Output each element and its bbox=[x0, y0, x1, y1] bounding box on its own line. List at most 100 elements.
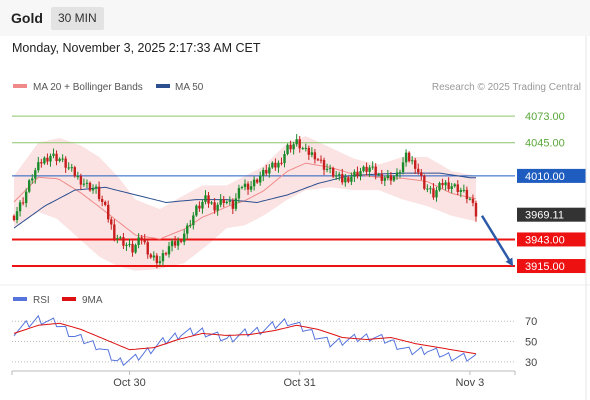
price-label: 4010.00 bbox=[525, 171, 565, 183]
candle-body bbox=[353, 171, 356, 177]
candle-body bbox=[356, 171, 359, 177]
candle-body bbox=[414, 160, 417, 169]
legend-swatch-9ma bbox=[62, 297, 76, 301]
x-tick-label: Nov 3 bbox=[456, 377, 485, 389]
legend-swatch-rsi bbox=[13, 297, 27, 301]
candle-body bbox=[368, 167, 371, 172]
price-tag-bg bbox=[517, 259, 586, 274]
candle-body bbox=[286, 144, 289, 154]
candle-body bbox=[18, 202, 22, 212]
candle-body bbox=[407, 152, 411, 162]
candle-body bbox=[268, 167, 271, 174]
candle-body bbox=[34, 170, 37, 179]
timeframe-badge[interactable]: 30 MIN bbox=[51, 7, 104, 30]
candle-body bbox=[228, 200, 232, 202]
main-plot: 4073.00 4045.00 4010.00 3969.11 3943.00 3915.… bbox=[12, 111, 586, 274]
candle-body bbox=[15, 211, 19, 221]
candle-body bbox=[79, 176, 83, 185]
candle-body bbox=[201, 201, 204, 209]
candle-body bbox=[125, 244, 128, 246]
rsi-tick-label: 50 bbox=[525, 337, 537, 349]
candle-body bbox=[12, 215, 16, 221]
candle-body bbox=[61, 158, 64, 160]
price-tag-bg bbox=[517, 232, 586, 247]
candle-body bbox=[243, 183, 247, 188]
candle-body bbox=[73, 167, 76, 177]
candle-body bbox=[88, 182, 92, 191]
candle-body bbox=[420, 172, 423, 176]
candle-body bbox=[107, 204, 110, 220]
candle-body bbox=[164, 253, 168, 255]
candle-body bbox=[137, 237, 140, 245]
candle-body bbox=[465, 189, 469, 200]
price-label: 4073.00 bbox=[525, 111, 565, 123]
candle-body bbox=[283, 153, 286, 164]
price-label: 4045.00 bbox=[525, 138, 565, 150]
candle-body bbox=[49, 155, 52, 162]
candle-body bbox=[161, 253, 165, 262]
candle-body bbox=[307, 147, 311, 155]
candle-body bbox=[295, 139, 298, 145]
price-label: 3943.00 bbox=[525, 234, 565, 246]
candle-body bbox=[262, 169, 265, 176]
candle-body bbox=[52, 153, 55, 156]
candle-body bbox=[319, 159, 323, 161]
candle-body bbox=[338, 174, 341, 176]
candle-body bbox=[134, 244, 137, 253]
candle-body bbox=[149, 254, 152, 258]
candle-body bbox=[341, 174, 344, 183]
candle-body bbox=[186, 225, 189, 234]
candle-body bbox=[119, 237, 122, 239]
candle-body bbox=[167, 246, 171, 255]
instrument-title: Gold bbox=[11, 10, 43, 26]
candle-body bbox=[103, 201, 107, 205]
candle-body bbox=[179, 240, 183, 242]
candle-body bbox=[122, 237, 125, 246]
candle-body bbox=[362, 166, 365, 172]
candle-body bbox=[240, 187, 244, 189]
legend-label-rsi: RSI bbox=[33, 295, 50, 306]
candle-body bbox=[113, 224, 116, 239]
candle-body bbox=[301, 148, 304, 150]
candle-body bbox=[91, 188, 95, 191]
legend-swatch-ma50 bbox=[156, 84, 170, 88]
legend-label-ma20: MA 20 + Bollinger Bands bbox=[33, 82, 143, 93]
candle-body bbox=[423, 175, 426, 189]
rsi-tick-label: 30 bbox=[525, 357, 537, 369]
candle-body bbox=[40, 162, 43, 164]
candle-body bbox=[170, 241, 174, 247]
candle-body bbox=[316, 159, 320, 161]
candle-body bbox=[173, 241, 177, 246]
candle-body bbox=[21, 202, 25, 204]
header-bar: Gold 30 MIN bbox=[0, 0, 590, 36]
x-axis: Oct 30 Oct 31 Nov 3 bbox=[11, 370, 516, 389]
candle-body bbox=[64, 158, 67, 168]
candle-body bbox=[258, 175, 262, 183]
price-label: 3915.00 bbox=[525, 261, 565, 273]
candle-body bbox=[383, 178, 387, 181]
candle-body bbox=[82, 183, 86, 185]
candle-body bbox=[359, 171, 362, 177]
candle-body bbox=[365, 166, 368, 172]
candle-body bbox=[37, 162, 40, 171]
main-legend: MA 20 + Bollinger Bands MA 50 Research ©… bbox=[13, 82, 581, 93]
candle-body bbox=[140, 237, 143, 240]
candle-body bbox=[155, 255, 159, 264]
candle-body bbox=[334, 175, 338, 177]
x-tick-label: Oct 31 bbox=[284, 377, 316, 389]
candle-body bbox=[344, 177, 347, 183]
candle-body bbox=[210, 202, 213, 204]
candle-body bbox=[183, 233, 186, 242]
candle-body bbox=[277, 162, 280, 168]
candle-body bbox=[377, 174, 380, 176]
candle-body bbox=[280, 162, 283, 164]
rsi-legend: RSI 9MA bbox=[13, 295, 103, 306]
candle-body bbox=[216, 204, 219, 211]
rsi-ma-line bbox=[13, 322, 477, 355]
candle-body bbox=[328, 168, 332, 170]
candle-body bbox=[322, 160, 326, 170]
candle-body bbox=[386, 175, 390, 179]
candle-body bbox=[350, 176, 353, 182]
candle-body bbox=[158, 261, 162, 264]
